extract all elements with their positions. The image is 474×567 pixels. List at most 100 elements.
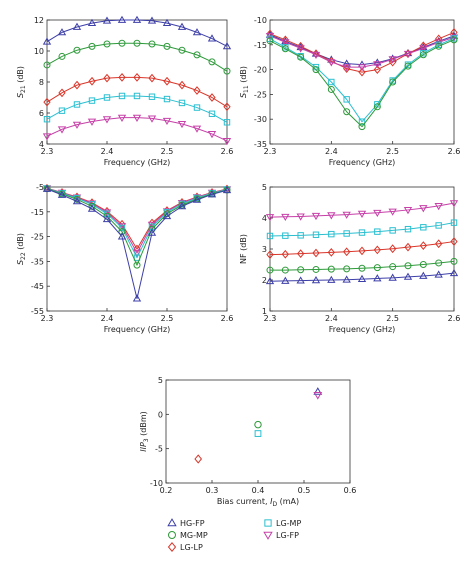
data-point [133,72,141,82]
data-point [328,78,335,86]
data-point [133,261,141,269]
legend-marker [167,542,177,552]
x-tick-label: 2.3 [264,314,277,323]
data-point [404,62,412,70]
data-point [312,248,320,258]
data-point [373,209,382,218]
data-point [297,266,305,274]
y-tick-label: 10 [34,47,44,56]
data-point [358,229,366,236]
series-mg-mp [266,36,458,131]
data-point [266,250,274,259]
y-tick-label: 4 [262,214,267,223]
data-point [265,276,275,285]
data-point-mg-mp [254,420,262,429]
data-point [435,42,443,50]
y-tick-label: 5 [158,376,163,385]
data-point [208,110,216,117]
y-tick-label: 8 [39,78,44,87]
data-point [435,239,443,249]
plot-frame [269,19,455,145]
x-tick-label: 2.6 [448,314,461,323]
series-line [46,117,228,142]
data-point [132,15,142,23]
data-point [404,262,412,270]
plot-frame [165,379,351,484]
data-point [281,39,290,47]
series-line [46,42,228,72]
y-tick-label: 1 [262,307,267,316]
data-point [73,195,81,203]
x-tick-label: 2.3 [41,147,54,156]
data-point [357,64,367,72]
x-tick-label: 0.2 [160,486,173,495]
series-lg-lp [43,183,231,254]
data-point [297,232,304,239]
data-point [343,96,350,103]
y-axis-label: IIP3 (dBm) [139,411,150,452]
legend-label: LG-FP [276,531,299,540]
data-point [343,108,351,116]
data-point [373,65,381,74]
x-tick-label: 0.3 [206,486,219,495]
series-line [269,222,455,237]
data-point [281,213,290,222]
series-hg-fp [265,30,459,68]
data-point [389,57,397,67]
x-tick-label: 0.5 [298,486,311,495]
data-point [311,212,321,221]
data-point [148,40,156,48]
data-point [42,133,52,141]
y-tick-label: -35 [254,140,267,149]
data-point [358,118,366,125]
x-tick-label: 2.6 [221,314,234,323]
legend-label: LG-MP [276,519,301,528]
data-point [118,39,126,47]
data-point [373,245,381,255]
data-point [103,40,111,48]
data-point [147,115,157,123]
data-point [42,184,52,192]
data-point [162,18,172,26]
y-tick-label: -45 [31,282,44,291]
y-tick-label: -35 [31,257,44,266]
data-point [43,116,51,123]
data-point [342,275,351,283]
data-point [357,274,367,282]
x-tick-label: 2.5 [386,314,399,323]
data-point-lg-lp [194,454,203,464]
data-point [389,244,397,254]
data-point [389,78,397,86]
data-point [117,232,127,240]
series-lg-mp [266,35,458,125]
series-line [269,39,455,128]
data-point [435,222,442,229]
data-point [327,248,335,257]
series-line [46,188,228,300]
data-point-hg-fp [313,387,323,395]
legend-marker [168,531,176,539]
series-hg-fp [42,184,232,302]
x-tick-label: 2.3 [264,147,277,156]
data-point [312,66,320,74]
y-tick-label: 0 [158,410,163,419]
data-point [222,185,232,194]
series-hg-fp [265,268,459,285]
legend-marker [263,531,273,540]
data-point [388,56,397,64]
data-point [223,67,231,75]
x-axis-label: Frequency (GHz) [104,158,171,167]
data-point [373,103,381,111]
data-point [419,261,427,268]
data-point [88,76,96,86]
data-point [311,51,321,60]
data-point [72,121,82,129]
y-tick-label: -10 [254,16,267,25]
data-point [388,208,397,216]
x-tick-label: 0.6 [344,486,357,495]
series-line [46,19,228,47]
data-point [58,107,66,114]
data-point [403,272,413,280]
data-point [222,138,232,146]
